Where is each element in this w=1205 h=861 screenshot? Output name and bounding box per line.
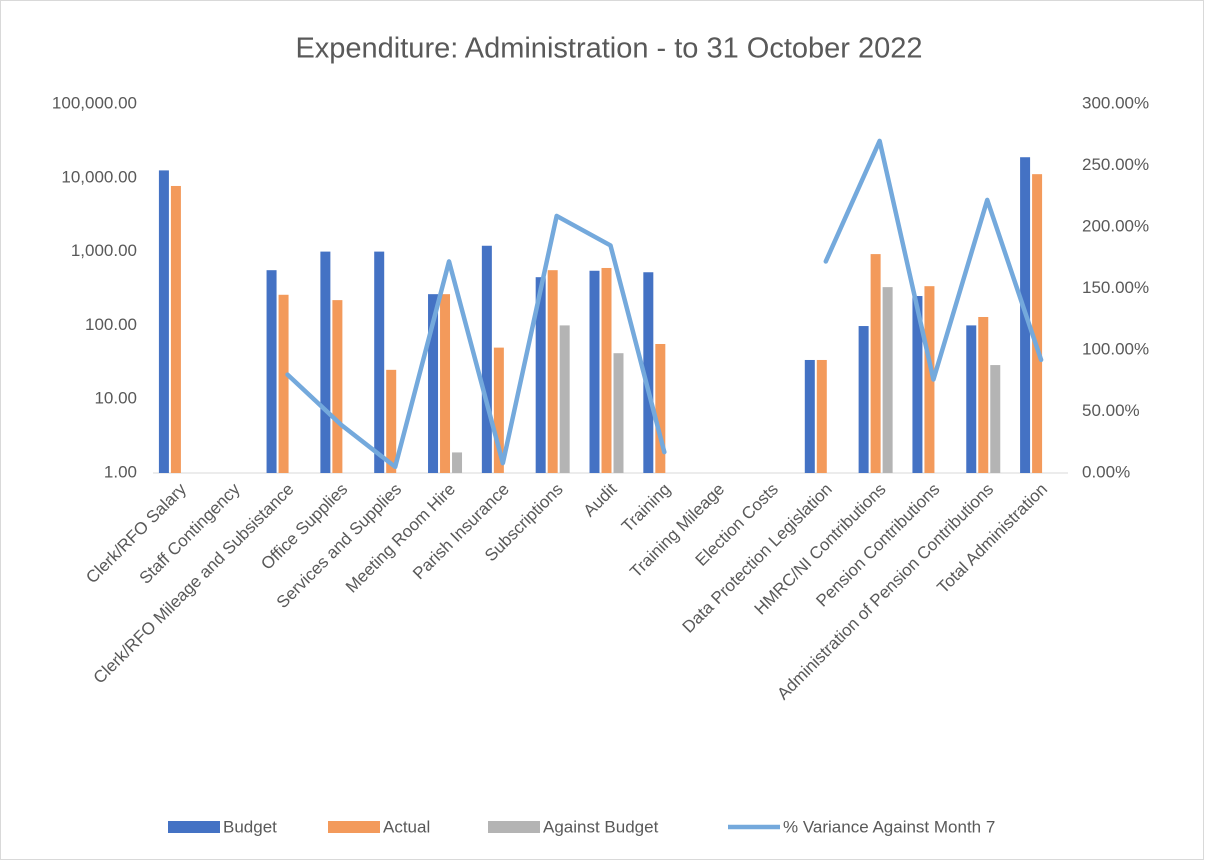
bar <box>966 325 977 473</box>
bar <box>493 347 504 473</box>
bar <box>386 369 397 473</box>
y-tick-label: 10,000.00 <box>61 167 137 186</box>
bar <box>332 300 343 473</box>
legend-label: Actual <box>383 817 430 836</box>
bar <box>374 251 385 473</box>
bar <box>858 326 869 473</box>
y2-tick-label: 200.00% <box>1082 216 1149 235</box>
bar <box>924 286 935 473</box>
legend-swatch <box>328 821 380 833</box>
y2-tick-label: 250.00% <box>1082 155 1149 174</box>
bar <box>547 270 558 473</box>
bar <box>440 294 451 473</box>
bar <box>428 294 439 473</box>
bar <box>978 316 989 473</box>
y-tick-label: 100.00 <box>85 315 137 334</box>
bar <box>481 245 492 473</box>
bar <box>912 296 923 473</box>
line <box>285 138 1044 470</box>
bar <box>601 267 612 473</box>
bar <box>990 365 1001 473</box>
bar <box>170 185 181 473</box>
legend-swatch <box>488 821 540 833</box>
bar <box>559 325 570 473</box>
y-tick-label: 1,000.00 <box>71 241 137 260</box>
chart-title: Expenditure: Administration - to 31 Octo… <box>295 33 922 65</box>
legend-label: Against Budget <box>543 817 659 836</box>
bar <box>613 353 624 473</box>
bar <box>1032 174 1043 473</box>
y-tick-label: 1.00 <box>104 462 137 481</box>
y-tick-label: 10.00 <box>94 389 137 408</box>
bar <box>816 359 827 473</box>
bar <box>320 251 331 473</box>
bar <box>882 287 893 473</box>
legend-swatch <box>168 821 220 833</box>
bar <box>643 272 654 473</box>
y2-tick-label: 0.00% <box>1082 462 1130 481</box>
bar <box>266 270 277 473</box>
bar <box>870 254 881 473</box>
legend-label: Budget <box>223 817 277 836</box>
bar <box>804 359 815 473</box>
bar <box>278 294 289 473</box>
bar <box>589 270 600 473</box>
y2-tick-label: 50.00% <box>1082 401 1140 420</box>
y2-tick-label: 300.00% <box>1082 93 1149 112</box>
y2-tick-label: 100.00% <box>1082 339 1149 358</box>
bar <box>158 170 169 474</box>
y2-tick-label: 150.00% <box>1082 278 1149 297</box>
bar <box>655 343 666 473</box>
bar <box>452 452 463 473</box>
y-tick-label: 100,000.00 <box>52 93 137 112</box>
legend-label: % Variance Against Month 7 <box>783 817 995 836</box>
bar <box>535 277 546 473</box>
